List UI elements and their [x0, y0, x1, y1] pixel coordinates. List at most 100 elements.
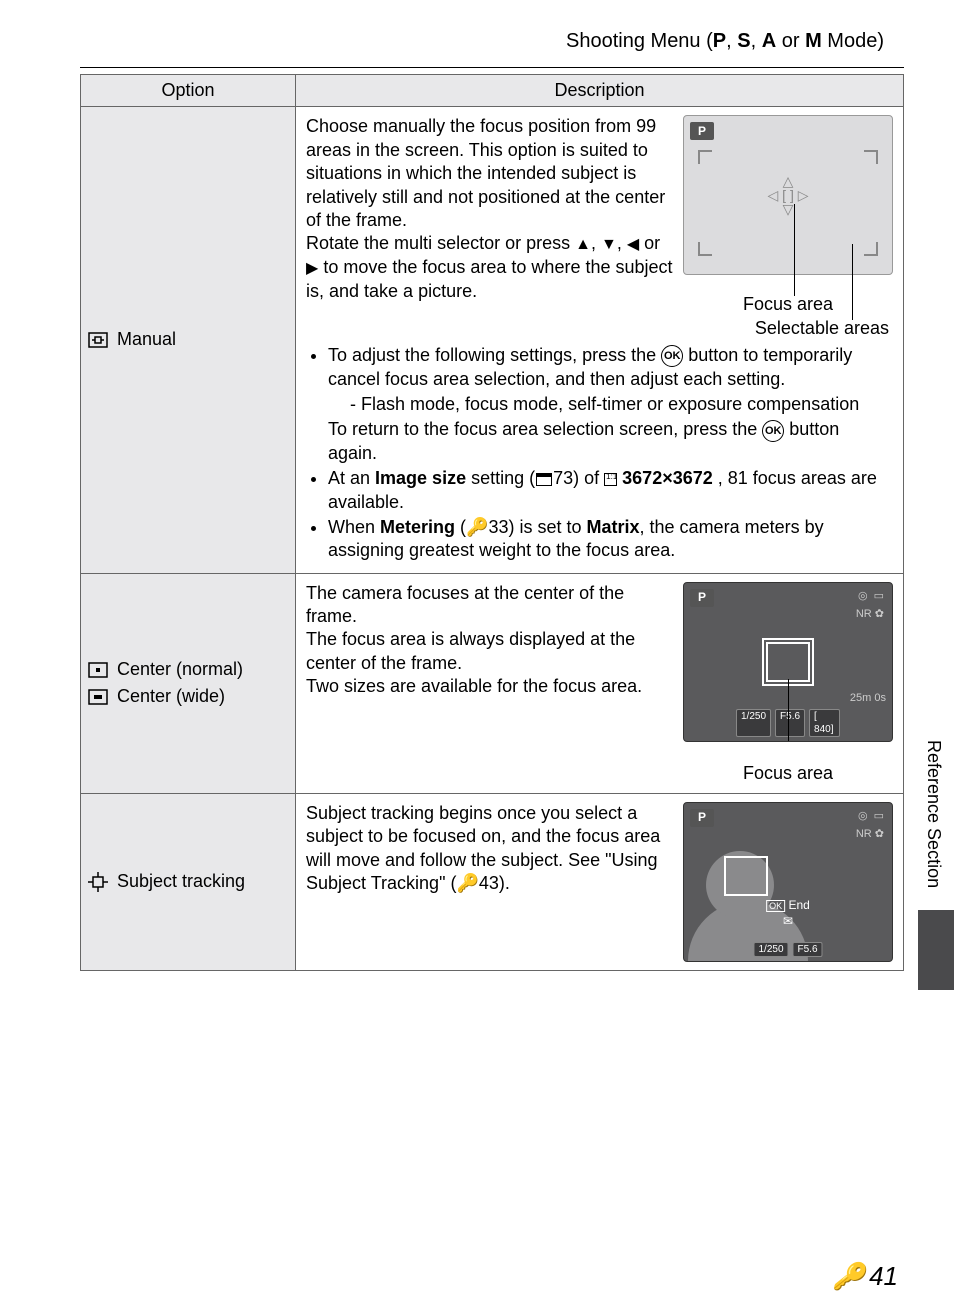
list-item: To adjust the following settings, press …	[328, 344, 893, 465]
status-bar: 1/250 F5.6	[753, 942, 822, 957]
txt: When	[328, 517, 380, 537]
list-item: Flash mode, focus mode, self-timer or ex…	[350, 393, 893, 416]
ok-button-icon: OK	[661, 345, 683, 367]
header-rule	[80, 67, 904, 68]
up-arrow-icon: ▲	[575, 236, 591, 253]
p-badge: P	[690, 122, 714, 140]
aperture: F5.6	[793, 942, 823, 957]
status-icons: ◎▭	[858, 589, 884, 603]
page-header: Shooting Menu (P, S, A or M Mode)	[80, 30, 904, 53]
txt: 33) is set to	[488, 517, 586, 537]
table-row: Center (normal) Center (wide) The camera…	[81, 573, 904, 793]
caption-focus-area: Focus area	[683, 762, 893, 785]
corner-icon	[698, 242, 712, 256]
caption-focus-area: Focus area	[683, 293, 893, 316]
rec-time: 25m 0s	[850, 692, 886, 705]
focus-selector: △◁ [ ] ▷▽	[768, 174, 809, 216]
ok-end-label: OK OK EndEnd ✉	[766, 898, 810, 929]
txt: 73) of	[553, 468, 604, 488]
option-cell-manual: Manual	[81, 107, 296, 573]
option-label: Center (wide)	[117, 685, 225, 708]
key-icon: 🔑	[466, 517, 488, 537]
left-arrow-icon: ◀	[627, 236, 639, 253]
center-figure: P ◎▭ NR ✿ 25m 0s 1/250 F5.6 [ 840]	[683, 582, 893, 785]
th-description: Description	[296, 75, 904, 107]
option-cell-center: Center (normal) Center (wide)	[81, 573, 296, 793]
manual-desc-rotate: Rotate the multi selector or press	[306, 233, 570, 253]
shots: [ 840]	[809, 709, 840, 737]
right-arrow-icon: ▶	[306, 260, 318, 277]
center-desc: The camera focuses at the center of the …	[306, 582, 673, 699]
nr-icon: NR ✿	[856, 607, 884, 621]
leader-line	[852, 244, 853, 320]
mode-s: S	[737, 30, 750, 52]
aspect-icon	[604, 473, 617, 486]
txt: Image size	[375, 468, 466, 488]
corner-icon	[864, 242, 878, 256]
desc-cell-center: The camera focuses at the center of the …	[296, 573, 904, 793]
list-item: At an Image size setting ( 73) of 3672×36…	[328, 467, 893, 514]
desc-cell-manual: Choose manually the focus position from …	[296, 107, 904, 573]
status-icons: ◎▭	[858, 809, 884, 823]
corner-icon	[698, 150, 712, 164]
section-label: Reference Section	[923, 740, 944, 888]
center-normal-icon	[87, 661, 109, 679]
p-badge: P	[690, 589, 714, 607]
subject-tracking-icon	[87, 873, 109, 891]
tracking-ref: 43).	[479, 873, 510, 893]
txt: At an	[328, 468, 375, 488]
focus-square	[724, 856, 768, 896]
option-label: Manual	[117, 328, 176, 351]
af-area-table: Option Description Manual Choose manuall…	[80, 74, 904, 971]
mode-a: A	[762, 30, 776, 52]
page-number: 🔑41	[833, 1261, 898, 1292]
header-suffix: Mode)	[822, 30, 884, 52]
option-cell-tracking: Subject tracking	[81, 794, 296, 971]
manual-desc-rotate2: to move the focus area to where the subj…	[306, 257, 673, 301]
th-option: Option	[81, 75, 296, 107]
ok-button-icon: OK	[762, 420, 784, 442]
header-prefix: Shooting Menu (	[566, 30, 713, 52]
nr-icon: NR ✿	[856, 827, 884, 841]
txt: (	[455, 517, 466, 537]
tracking-figure: P ◎▭ NR ✿ OK OK EndEnd ✉	[683, 802, 893, 962]
mode-m: M	[805, 30, 822, 52]
shutter: 1/250	[736, 709, 771, 737]
txt: Metering	[380, 517, 455, 537]
txt: To return to the focus area selection sc…	[328, 419, 762, 439]
page-ref-icon	[536, 473, 552, 486]
aperture: F5.6	[775, 709, 805, 737]
down-arrow-icon: ▼	[601, 236, 617, 253]
manual-figure: P △◁ [ ] ▷▽ Focus area Sele	[683, 115, 893, 340]
side-tab	[918, 910, 954, 990]
table-row: Subject tracking Subject tracking begins…	[81, 794, 904, 971]
page-num-text: 41	[869, 1261, 898, 1292]
manual-bullets: To adjust the following settings, press …	[306, 344, 893, 563]
p-badge: P	[690, 809, 714, 827]
desc-cell-tracking: Subject tracking begins once you select …	[296, 794, 904, 971]
key-icon: 🔑	[833, 1261, 865, 1292]
option-label: Subject tracking	[117, 870, 245, 893]
txt: setting (	[466, 468, 535, 488]
mode-p: P	[713, 30, 726, 52]
leader-line	[788, 679, 789, 742]
key-icon: 🔑	[456, 873, 478, 893]
caption-selectable: Selectable areas	[683, 317, 893, 340]
list-item: When Metering (🔑33) is set to Matrix, th…	[328, 516, 893, 563]
manual-desc-top: Choose manually the focus position from …	[306, 116, 665, 230]
txt: To adjust the following settings, press …	[328, 345, 661, 365]
leader-line	[794, 204, 795, 296]
focus-square	[766, 642, 810, 682]
txt: Matrix	[587, 517, 640, 537]
table-row: Manual Choose manually the focus positio…	[81, 107, 904, 573]
manual-screen: P △◁ [ ] ▷▽	[683, 115, 893, 275]
table-header-row: Option Description	[81, 75, 904, 107]
center-screen: P ◎▭ NR ✿ 25m 0s 1/250 F5.6 [ 840]	[683, 582, 893, 742]
center-wide-icon	[87, 688, 109, 706]
corner-icon	[864, 150, 878, 164]
manual-af-icon	[87, 331, 109, 349]
shutter: 1/250	[753, 942, 788, 957]
txt: 3672×3672	[622, 468, 713, 488]
tracking-screen: P ◎▭ NR ✿ OK OK EndEnd ✉	[683, 802, 893, 962]
option-label: Center (normal)	[117, 658, 243, 681]
